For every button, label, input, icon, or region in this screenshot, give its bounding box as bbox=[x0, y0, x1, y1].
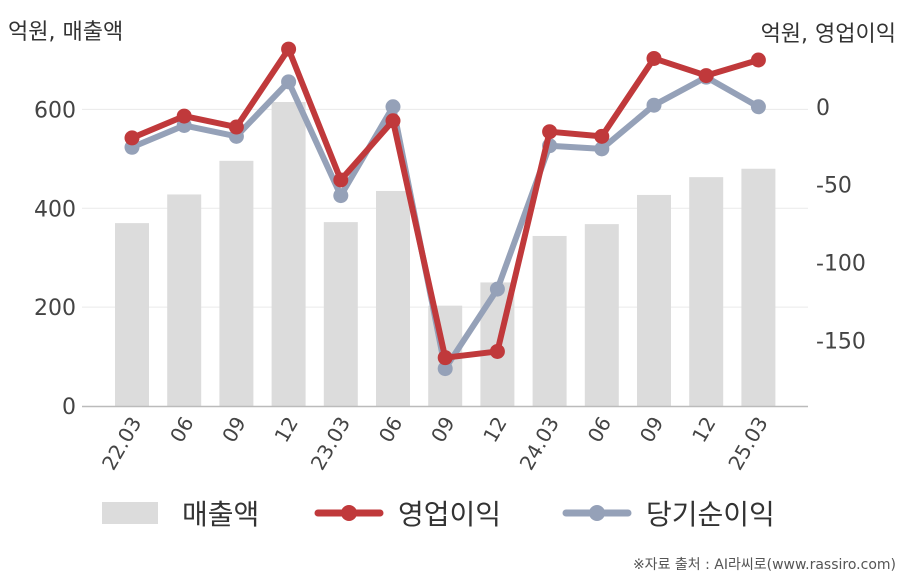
point-영업이익 bbox=[176, 108, 192, 124]
bar-매출액 bbox=[637, 194, 671, 406]
point-영업이익 bbox=[750, 52, 766, 68]
point-영업이익 bbox=[281, 41, 297, 57]
x-tick-label: 24.03 bbox=[515, 413, 564, 475]
x-tick-label: 06 bbox=[374, 413, 408, 447]
x-tick-label: 22.03 bbox=[97, 413, 146, 475]
x-tick-label: 09 bbox=[635, 413, 669, 447]
bar-매출액 bbox=[689, 177, 724, 406]
x-tick-label: 12 bbox=[478, 413, 512, 447]
point-영업이익 bbox=[228, 119, 244, 135]
legend-label-당기순이익: 당기순이익 bbox=[646, 498, 775, 531]
legend-marker-영업이익 bbox=[341, 505, 357, 521]
x-tick-label: 12 bbox=[687, 413, 721, 447]
point-영업이익 bbox=[698, 68, 714, 84]
x-tick-label: 06 bbox=[583, 413, 617, 447]
point-당기순이익 bbox=[489, 281, 505, 297]
point-영업이익 bbox=[385, 113, 401, 129]
point-영업이익 bbox=[124, 130, 140, 146]
bar-매출액 bbox=[376, 190, 410, 406]
point-영업이익 bbox=[542, 124, 558, 140]
right-tick-label: 0 bbox=[816, 96, 830, 121]
right-tick-label: -50 bbox=[816, 174, 852, 199]
bar-매출액 bbox=[167, 194, 202, 406]
point-당기순이익 bbox=[333, 188, 349, 204]
legend-marker-당기순이익 bbox=[589, 505, 605, 521]
x-tick-label: 09 bbox=[217, 413, 251, 447]
left-tick-label: 600 bbox=[34, 98, 76, 123]
right-tick-label: -150 bbox=[816, 330, 866, 355]
bar-매출액 bbox=[584, 224, 619, 406]
bar-매출액 bbox=[115, 223, 149, 406]
point-당기순이익 bbox=[750, 99, 766, 115]
left-tick-label: 200 bbox=[34, 296, 76, 321]
legend-label-매출액: 매출액 bbox=[182, 498, 259, 531]
x-tick-label: 25.03 bbox=[723, 413, 772, 475]
point-영업이익 bbox=[437, 350, 453, 366]
bar-매출액 bbox=[323, 222, 358, 406]
left-tick-label: 0 bbox=[62, 395, 76, 420]
legend-label-영업이익: 영업이익 bbox=[398, 498, 501, 531]
point-영업이익 bbox=[646, 50, 662, 66]
x-tick-label: 09 bbox=[426, 413, 460, 447]
right-tick-label: -100 bbox=[816, 252, 866, 277]
point-당기순이익 bbox=[594, 141, 610, 157]
bar-매출액 bbox=[741, 168, 776, 406]
point-당기순이익 bbox=[646, 97, 662, 113]
bar-매출액 bbox=[219, 160, 254, 406]
point-영업이익 bbox=[333, 172, 349, 188]
source-note: ※자료 출처 : AI라씨로(www.rassiro.com) bbox=[632, 557, 896, 573]
x-tick-label: 12 bbox=[269, 413, 303, 447]
right-axis-unit: 억원, 영업이익 bbox=[760, 22, 896, 47]
legend-swatch-매출액 bbox=[102, 502, 158, 524]
bar-매출액 bbox=[271, 102, 306, 406]
point-당기순이익 bbox=[281, 74, 297, 90]
x-tick-label: 23.03 bbox=[306, 413, 355, 475]
left-axis-unit: 억원, 매출액 bbox=[8, 20, 124, 45]
point-당기순이익 bbox=[385, 99, 401, 115]
point-당기순이익 bbox=[437, 361, 453, 377]
bar-매출액 bbox=[532, 235, 567, 406]
point-영업이익 bbox=[594, 128, 610, 144]
left-tick-label: 400 bbox=[34, 197, 76, 222]
point-영업이익 bbox=[489, 343, 505, 359]
x-tick-label: 06 bbox=[165, 413, 199, 447]
